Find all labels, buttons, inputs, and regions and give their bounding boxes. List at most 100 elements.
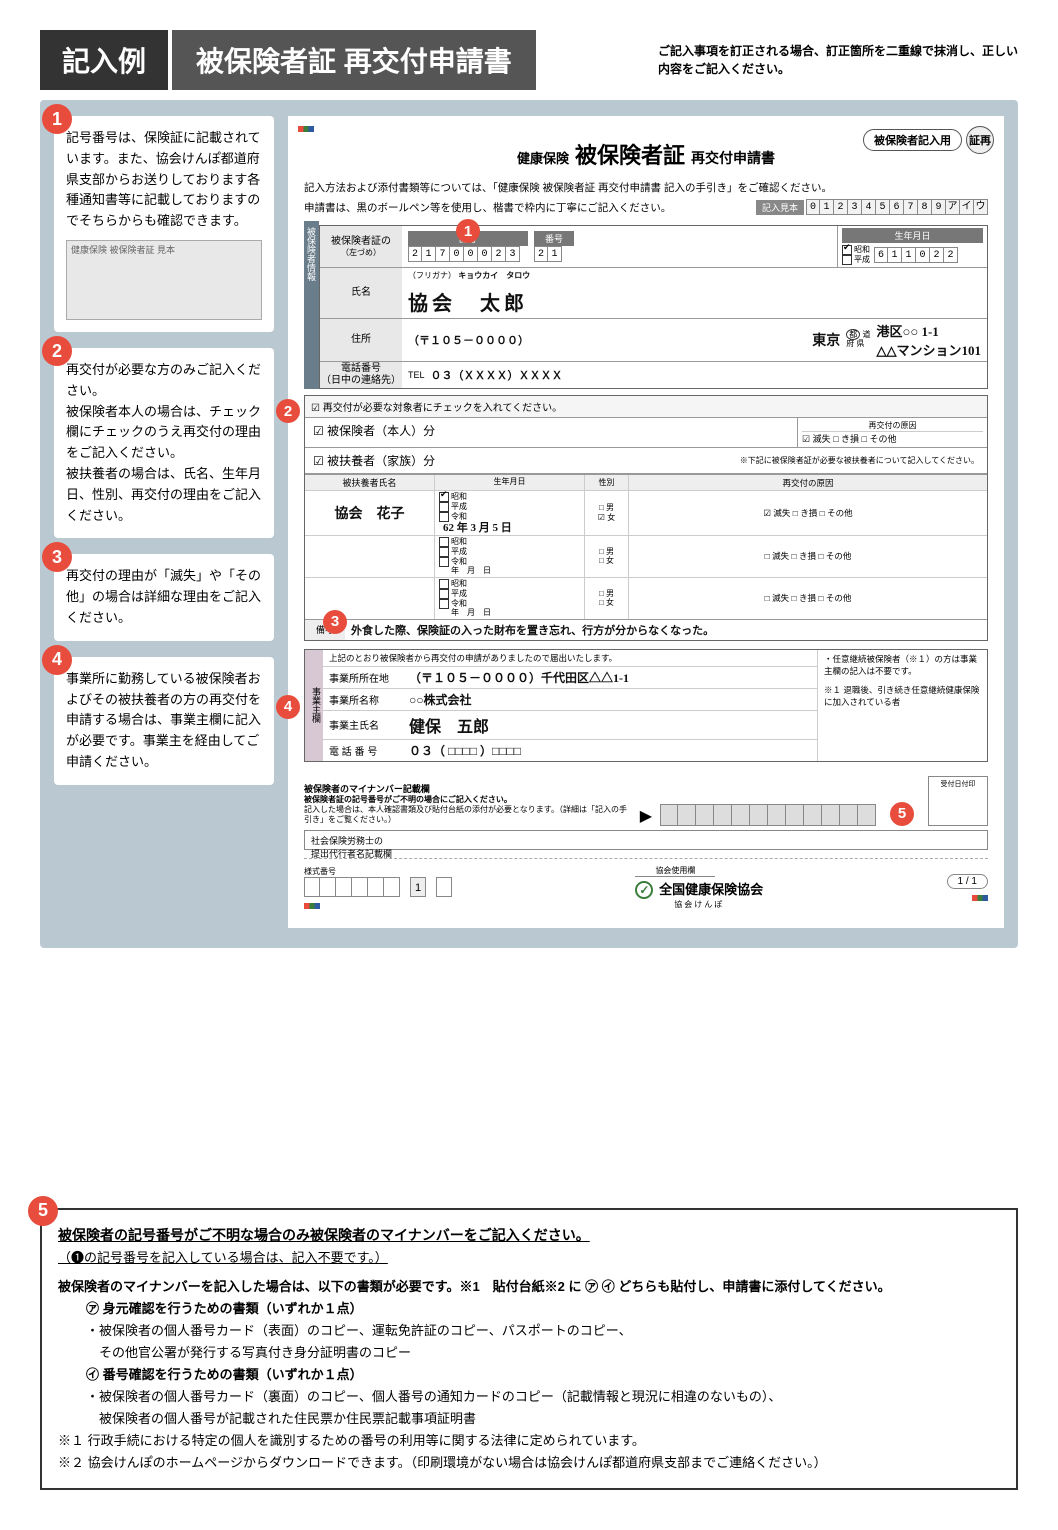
form-title-pre: 健康保険 [517,148,569,167]
furigana-value: キョウカイ タロウ [458,271,530,280]
dep-h-sex: 性別 [585,475,629,490]
callout-num-1: 1 [42,104,72,134]
dep-h-reason: 再交付の原因 [629,475,987,490]
dep3-sex: □ 男□ 女 [585,578,629,619]
proxy-row: 社会保険労務士の 提出代行者名記載欄 [304,830,988,850]
marker-5: 5 [890,802,914,826]
dep1-dob: 昭和平成令和62 年 3 月 5 日 [435,491,585,535]
honnin-row: ☑ 被保険者（本人）分 [305,418,797,447]
callout-3-text: 再交付の理由が「滅失」や「その他」の場合は詳細な理由をご記入ください。 [66,566,262,628]
sample-cells: 0123456789アイウ [806,199,988,215]
form-note-1: 記入方法および添付書類等については、「健康保険 被保険者証 再交付申請書 記入の… [304,180,988,195]
check-note: ☑ 再交付が必要な対象者にチェックを入れてください。 [305,396,987,418]
biko-value: 外食した際、保険証の入った財布を置き忘れ、行方が分からなくなった。 [345,620,987,640]
corner-mark-br [972,895,988,901]
callout-num-2: 2 [42,336,72,366]
header-badge: 記入例 [40,30,168,90]
insured-info-side: 被保険者情報 [304,221,319,389]
association-name: ✓ 全国健康保険協会 協会けんぽ [635,879,763,910]
form-no-label: 様式番号 [304,866,452,877]
furigana-label: （フリガナ） [408,271,456,280]
dep2-reason: □ 滅失 □ き損 □ その他 [629,536,987,577]
form-no-cells-3 [436,877,452,897]
emp-name: ○○株式会社 [403,689,817,710]
marker-1: 1 [456,219,480,243]
kyokai-label: 協会使用欄 [635,865,715,877]
kigo-label-block: 被保険者証の （左づめ） [320,226,402,267]
callout-4: 4 事業所に勤務している被保険者およびその被扶養者の方の再交付を申請する場合は、… [54,657,274,785]
marker-3: 3 [323,610,347,634]
bn-title: 被保険者の記号番号がご不明な場合のみ被保険者のマイナンバーをご記入ください。 [58,1224,1000,1248]
kazoku-note: ※下記に被保険者証が必要な被扶養者について記入してください。 [740,455,979,466]
dep1-name: 協会 花子 [305,491,435,535]
bn-note1: ※１ 行政手続における特定の個人を識別するための番号の利用等に関する法律に定めら… [58,1430,1000,1452]
callout-2: 2 再交付が必要な方のみご記入ください。 被保険者本人の場合は、チェック欄にチェ… [54,348,274,538]
dep3-name [305,578,435,619]
corner-mark-tl [298,126,314,132]
bn-a-head: ㋐ 身元確認を行うための書類（いずれか１点） [86,1298,1000,1320]
dep-h-dob: 生年月日 [435,475,585,490]
mn-sub2: 記入した場合は、本人確認書類及び貼付台紙の添付が必要となります。（詳細は「記入の… [304,805,632,826]
tel-label: 電話番号 （日中の連絡先） [320,362,402,388]
form-note-2: 申請書は、黒のボールペン等を使用し、楷書で枠内に丁寧にご記入ください。 [304,200,671,215]
left-align-label: （左づめ） [341,248,381,258]
employer-note: 上記のとおり被保険者から再交付の申請がありましたので届出いたします。 [323,650,817,667]
callout-2-text: 再交付が必要な方のみご記入ください。 被保険者本人の場合は、チェック欄にチェック… [66,360,262,526]
dep3-dob: 昭和平成令和 年 月 日 [435,578,585,619]
pill-insured-entry: 被保険者記入用 [863,129,962,151]
sample-label: 記入見本 [756,200,804,215]
association-sub: 協会けんぽ [635,899,763,910]
header-title: 被保険者証 再交付申請書 [172,30,536,90]
callout-1: 1 記号番号は、保険証に記載されています。また、協会けんぽ都道府県支部からお送り… [54,116,274,332]
kazoku-row: ☑ 被扶養者（家族）分 [313,452,435,469]
dep2-name [305,536,435,577]
dob-section: 生年月日 昭和平成 611022 [837,226,987,267]
callout-num-4: 4 [42,645,72,675]
bn-lead: 被保険者のマイナンバーを記入した場合は、以下の書類が必要です。※1 貼付台紙※2… [58,1276,1000,1298]
corner-mark-bl [304,903,320,909]
dob-cells: 611022 [874,247,958,263]
marker-4: 4 [276,695,300,719]
bango-cells: 21 [534,246,574,262]
dep2-dob: 昭和平成令和 年 月 日 [435,536,585,577]
dep2-sex: □ 男□ 女 [585,536,629,577]
emp-addr-label: 事業所所在地 [323,668,403,687]
emp-owner: 健保 五郎 [403,711,817,739]
era-options: 昭和平成 [842,245,870,265]
insurance-card-sample: 健康保険 被保険者証 見本 [66,240,262,320]
mn-cells [660,804,876,826]
callout-4-text: 事業所に勤務している被保険者およびその被扶養者の方の再交付を申請する場合は、事業… [66,669,262,773]
stamp-reissue: 証再 [966,126,994,154]
pref-suffix: 都 道府 県 [846,331,870,349]
addr-value: 港区○○ 1-1 △△マンション101 [877,321,982,359]
callout-3: 3 再交付の理由が「滅失」や「その他」の場合は詳細な理由をご記入ください。 [54,554,274,640]
dep-h-name: 被扶養者氏名 [305,475,435,490]
emp-name-label: 事業所名称 [323,690,403,709]
addr-label: 住所 [320,319,402,361]
callout-1-text: 記号番号は、保険証に記載されています。また、協会けんぽ都道府県支部からお送りして… [66,128,262,232]
page-number: 1 / 1 [947,874,988,889]
bn-sub: （❶の記号番号を記入している場合は、記入不要です。） [58,1247,1000,1269]
mn-sub1: 被保険者証の記号番号がご不明の場合にご記入ください。 [304,795,632,805]
marker-2: 2 [276,399,300,423]
tel-value: ０３（ＸＸＸＸ）ＸＸＸＸ [431,367,563,383]
bn-i-body: ・被保険者の個人番号カード（裏面）のコピー、個人番号の通知カードのコピー（記載情… [86,1386,1000,1430]
dob-header: 生年月日 [842,228,983,243]
bottom-note: 5 被保険者の記号番号がご不明な場合のみ被保険者のマイナンバーをご記入ください。… [40,1208,1018,1491]
bn-i-head: ㋑ 番号確認を行うための書類（いずれか１点） [86,1364,1000,1386]
callout-num-5: 5 [28,1196,58,1226]
insured-cert-label: 被保険者証の [331,236,391,248]
form-no-cells-1 [304,877,400,897]
employer-side: 事業主欄 [305,650,323,761]
name-label: 氏名 [320,268,402,318]
mn-title: 被保険者のマイナンバー記載欄 [304,782,632,795]
employer-right-notes: ・任意継続被保険者（※１）の方は事業主欄の記入は不要です。 ※１ 退職後、引き続… [817,650,987,761]
bn-a-body: ・被保険者の個人番号カード（表面）のコピー、運転免許証のコピー、パスポートのコピ… [86,1320,1000,1364]
kigo-cells: 21700023 [408,246,528,262]
emp-tel-label: 電 話 番 号 [323,741,403,760]
emp-addr: （〒１０５－００００）千代田区△△1-1 [403,667,817,688]
bango-header: 番号 [534,231,574,246]
bn-note2: ※２ 協会けんぽのホームページからダウンロードできます。（印刷環境がない場合は協… [58,1452,1000,1474]
dep3-reason: □ 滅失 □ き損 □ その他 [629,578,987,619]
honnin-reason: 再交付の原因 ☑ 滅失 □ き損 □ その他 [797,418,987,447]
